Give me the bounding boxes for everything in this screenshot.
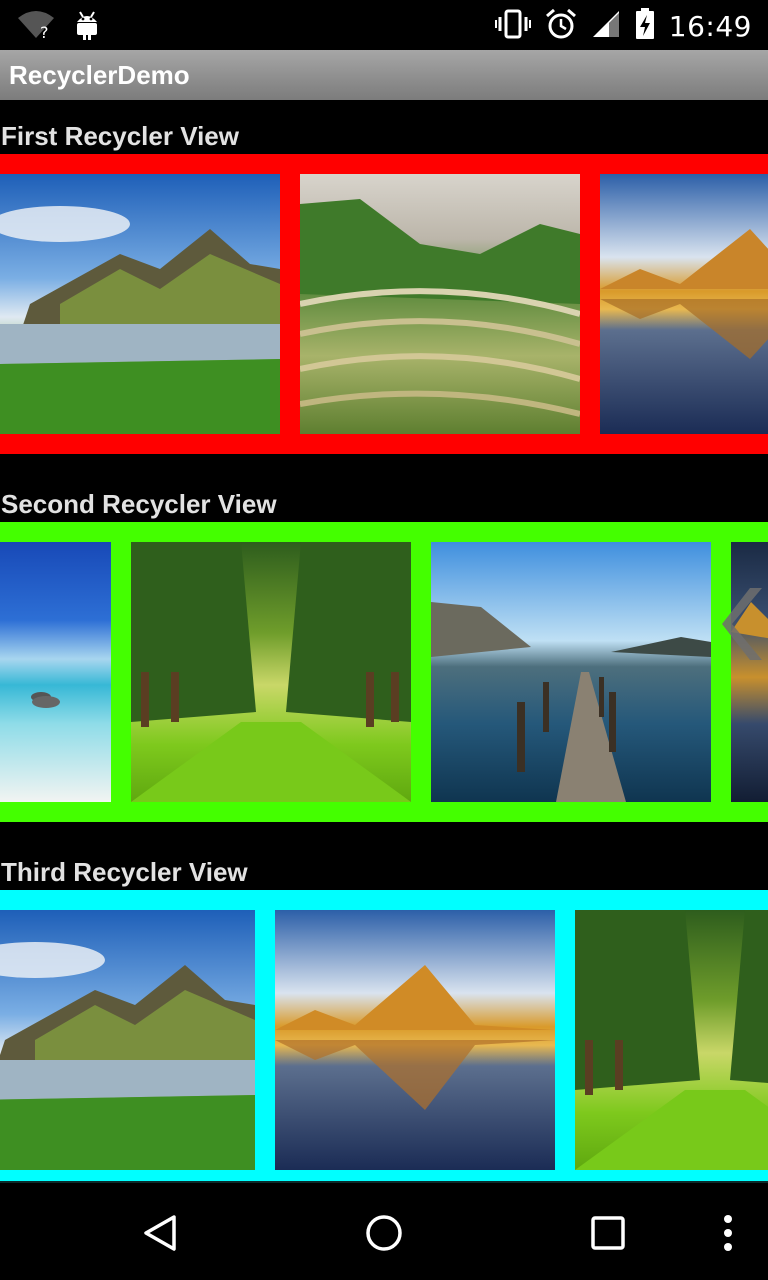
image-card[interactable] <box>0 174 280 434</box>
overflow-menu-button[interactable] <box>700 1207 756 1263</box>
status-time: 16:49 <box>668 9 752 43</box>
mountain-lake-image <box>0 206 280 434</box>
rice-terraces-image <box>300 199 580 417</box>
alarm-icon <box>545 8 577 45</box>
golden-mountain-reflection-image <box>275 965 555 1110</box>
section-title-second: Second Recycler View <box>1 489 277 519</box>
image-card[interactable] <box>731 542 768 802</box>
partial-reflection-image <box>731 602 768 639</box>
android-icon <box>74 8 100 45</box>
section-title-third: Third Recycler View <box>1 857 248 887</box>
navigation-bar <box>0 1181 768 1280</box>
status-bar: ? <box>0 0 768 50</box>
first-recycler-view[interactable] <box>0 154 768 454</box>
overflow-menu-icon <box>722 1213 734 1258</box>
wooden-pier-image <box>431 602 711 802</box>
image-card[interactable] <box>0 542 111 802</box>
recents-button[interactable] <box>580 1207 636 1263</box>
wifi-question-icon: ? <box>16 8 56 45</box>
home-button[interactable] <box>356 1207 412 1263</box>
tree-avenue-image <box>131 542 411 802</box>
chevron-left-icon[interactable] <box>722 584 768 669</box>
recents-icon <box>588 1213 628 1258</box>
vibrate-icon <box>494 9 531 44</box>
image-card[interactable] <box>600 174 768 434</box>
image-card[interactable] <box>0 910 255 1170</box>
image-card[interactable] <box>575 910 768 1170</box>
section-title-first: First Recycler View <box>1 121 239 151</box>
tropical-beach-image <box>31 692 60 708</box>
signal-icon <box>591 9 621 44</box>
image-card[interactable] <box>275 910 555 1170</box>
third-recycler-view[interactable] <box>0 890 768 1181</box>
mountain-lake-image <box>0 942 255 1170</box>
tree-avenue-image <box>575 910 768 1170</box>
image-card[interactable] <box>300 174 580 434</box>
image-card[interactable] <box>431 542 711 802</box>
action-bar: RecyclerDemo <box>0 50 768 100</box>
back-button[interactable] <box>132 1207 188 1263</box>
app-title: RecyclerDemo <box>9 60 190 90</box>
image-card[interactable] <box>131 542 411 802</box>
second-recycler-view[interactable] <box>0 522 768 822</box>
svg-text:?: ? <box>40 23 49 40</box>
back-icon <box>140 1213 180 1258</box>
battery-icon <box>635 7 655 45</box>
home-icon <box>364 1213 404 1258</box>
golden-mountain-reflection-image <box>600 229 768 359</box>
